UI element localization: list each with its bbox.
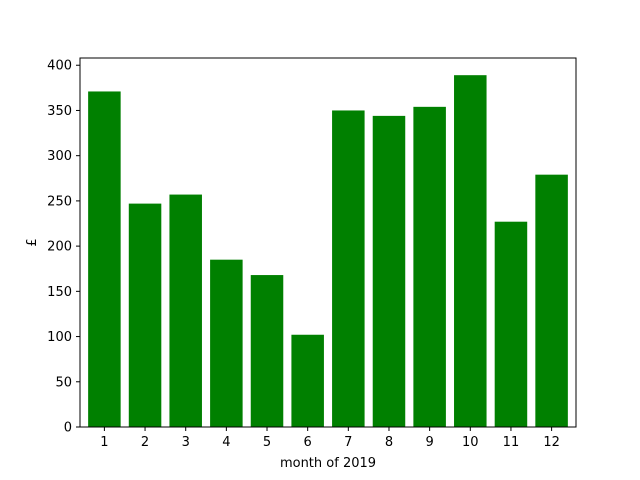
- plot-frame: [79, 57, 577, 428]
- y-tick-label: 350: [47, 104, 72, 119]
- bar-12: [535, 174, 568, 427]
- bars-group: [88, 75, 568, 428]
- x-tick-label: 8: [385, 435, 393, 450]
- x-tick-label: 11: [503, 435, 520, 450]
- x-tick-label: 7: [344, 435, 352, 450]
- bar-11: [494, 221, 528, 427]
- bar-4: [210, 259, 243, 427]
- bar-5: [250, 275, 284, 427]
- y-tick-label: 50: [55, 375, 72, 390]
- y-axis-ticks: 0 50 100 150 200 250 300 350 400: [47, 59, 80, 436]
- x-tick-label: 6: [304, 435, 312, 450]
- x-tick-label: 1: [100, 435, 108, 450]
- y-axis-label: £: [25, 238, 40, 246]
- x-axis-label: month of 2019: [280, 456, 376, 471]
- y-tick-label: 400: [47, 59, 72, 74]
- x-tick-label: 4: [222, 435, 230, 450]
- bar-8: [372, 115, 406, 427]
- x-tick-label: 12: [543, 435, 560, 450]
- bar-6: [291, 334, 324, 427]
- x-tick-label: 5: [263, 435, 271, 450]
- x-tick-label: 10: [462, 435, 479, 450]
- bar-3: [169, 194, 202, 427]
- bar-1: [88, 91, 121, 428]
- bar-2: [128, 203, 162, 427]
- bar-7: [332, 110, 365, 428]
- x-tick-label: 2: [141, 435, 149, 450]
- y-tick-label: 300: [47, 149, 72, 164]
- bar-9: [413, 106, 446, 427]
- y-tick-label: 150: [47, 285, 72, 300]
- x-axis-ticks: 1 2 3 4 5 6 7 8 9 10 11 12: [100, 427, 560, 450]
- y-tick-label: 250: [47, 194, 72, 209]
- bar-10: [454, 75, 487, 428]
- y-tick-label: 100: [47, 330, 72, 345]
- x-tick-label: 3: [182, 435, 190, 450]
- x-tick-label: 9: [425, 435, 433, 450]
- y-tick-label: 200: [47, 240, 72, 255]
- y-tick-label: 0: [64, 421, 72, 436]
